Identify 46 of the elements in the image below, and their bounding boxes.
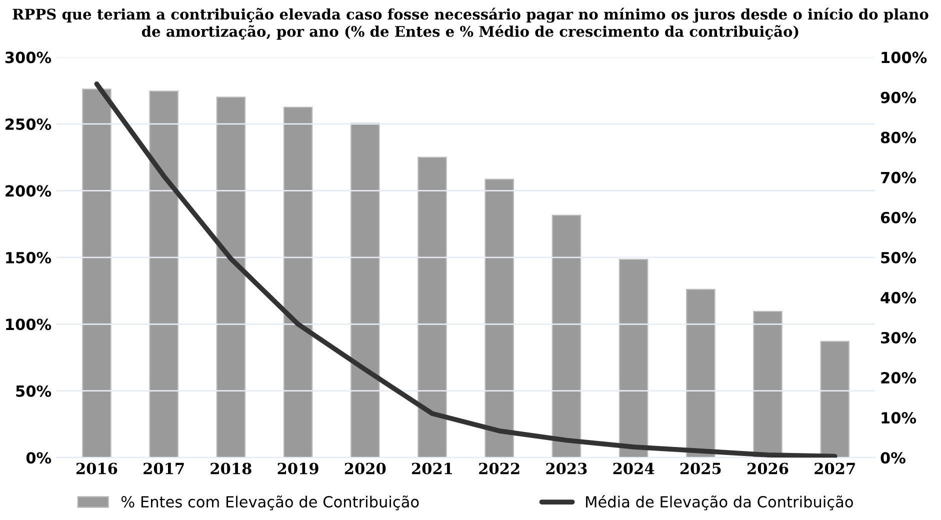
x-tick-label: 2023 xyxy=(546,462,587,474)
y-tick-label: 300% xyxy=(5,52,52,64)
bar xyxy=(216,96,246,458)
bar xyxy=(820,340,850,458)
bar xyxy=(552,214,582,458)
y2-tick-label: 90% xyxy=(880,92,916,104)
chart-title: RPPS que teriam a contribuição elevada caso fosse necessário pagar no mínimo os juros desde o início do plano de amortização, por ano (% de Entes e % Médio de crescimento da contribuição) xyxy=(12,8,928,40)
x-tick-label: 2026 xyxy=(748,462,788,474)
x-tick-label: 2019 xyxy=(278,462,318,474)
y2-tick-label: 0% xyxy=(880,452,906,464)
y-tick-label: 150% xyxy=(6,252,52,264)
line-series xyxy=(94,81,838,458)
bar xyxy=(350,122,380,458)
x-tick-label: 2021 xyxy=(412,462,452,474)
y2-tick-label: 40% xyxy=(880,292,916,304)
bar xyxy=(82,88,112,458)
y2-tick-label: 60% xyxy=(880,212,916,224)
y-tick-label: 0% xyxy=(26,452,52,464)
y2-tick-label: 30% xyxy=(881,332,916,344)
legend-label: Média de Elevação da Contribuição xyxy=(586,495,853,510)
bar xyxy=(149,90,178,458)
y2-tick-label: 100% xyxy=(882,52,927,64)
bar xyxy=(753,310,782,458)
x-tick-label: 2020 xyxy=(344,462,386,474)
x-tick-label: 2016 xyxy=(76,462,118,474)
x-tick-label: 2017 xyxy=(144,462,184,474)
y2-tick-label: 20% xyxy=(881,372,916,384)
bar xyxy=(418,156,447,458)
y-tick-label: 100% xyxy=(6,318,52,330)
y2-tick-label: 50% xyxy=(881,252,916,264)
bar xyxy=(484,178,514,458)
y-tick-label: 250% xyxy=(6,118,52,130)
x-tick-label: 2018 xyxy=(210,462,252,474)
y2-tick-label: 70% xyxy=(881,172,916,184)
x-tick-label: 2027 xyxy=(814,462,855,474)
legend-label: % Entes com Elevação de Contribuição xyxy=(121,495,419,510)
x-tick-label: 2024 xyxy=(613,462,654,474)
bar xyxy=(283,106,313,458)
bar xyxy=(686,288,716,458)
y2-tick-label: 80% xyxy=(880,132,916,144)
y-tick-label: 50% xyxy=(16,385,52,397)
x-tick-label: 2022 xyxy=(479,462,520,474)
bar xyxy=(618,258,648,458)
y2-tick-label: 10% xyxy=(882,412,916,424)
x-tick-label: 2025 xyxy=(680,462,721,474)
y-tick-label: 200% xyxy=(6,185,52,197)
